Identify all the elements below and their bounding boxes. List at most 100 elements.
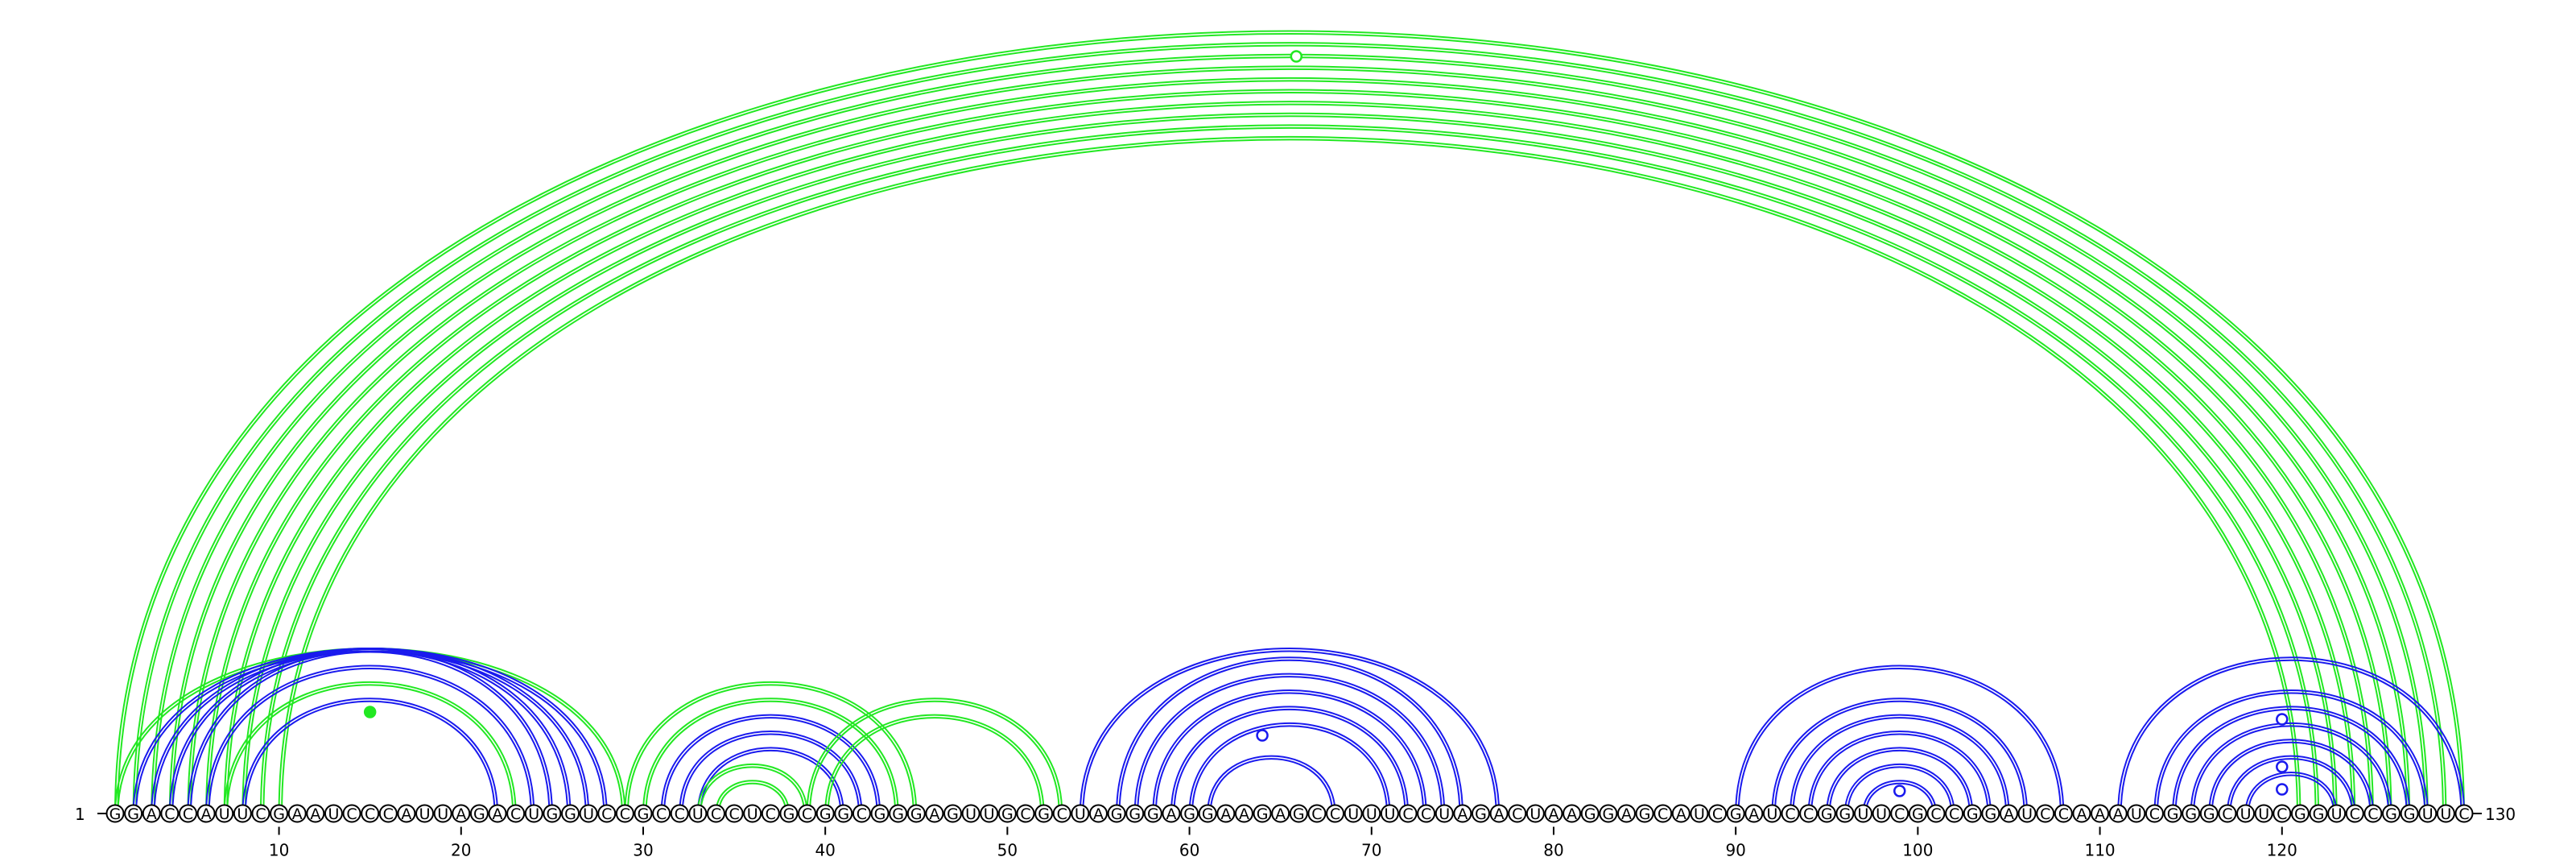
nucleotide-circle <box>1198 804 1217 823</box>
nucleotide-circle <box>579 804 598 823</box>
nucleotide-letter: C <box>2222 805 2232 823</box>
nucleotide: U <box>2127 804 2146 823</box>
nucleotide-letter: C <box>2040 805 2050 823</box>
arc-blue-6-24-inner <box>208 667 532 814</box>
tick-label: 110 <box>2084 841 2115 857</box>
arc-blue-6-24 <box>205 664 535 814</box>
nucleotide-letter: U <box>1858 805 1869 823</box>
nucleotide-circle <box>1034 804 1054 823</box>
nucleotide: U <box>1071 804 1090 823</box>
nucleotide: G <box>2199 804 2219 823</box>
nucleotide-letter: U <box>328 805 339 823</box>
arc-green-10-121-inner <box>281 139 2298 814</box>
nucleotide: G <box>1107 804 1126 823</box>
nucleotide: G <box>870 804 890 823</box>
nucleotide-letter: A <box>147 805 157 823</box>
tick-label: 60 <box>1179 841 1199 857</box>
nucleotide-circle <box>543 804 562 823</box>
nucleotide-letter: G <box>273 805 285 823</box>
arc-green-8-123 <box>242 112 2338 814</box>
nucleotide-letter: A <box>1567 805 1577 823</box>
nucleotide-circle <box>1635 804 1654 823</box>
nucleotide: G <box>2309 804 2328 823</box>
nucleotide: U <box>1690 804 1709 823</box>
nucleotide-circle <box>160 804 180 823</box>
arc-green-7-124 <box>223 101 2356 814</box>
nucleotide: C <box>506 804 526 823</box>
nucleotide: A <box>1453 804 1472 823</box>
arc-blue-58-73 <box>1152 689 1427 814</box>
nucleotide: G <box>1143 804 1162 823</box>
arc-blue-61-68-inner <box>1209 758 1334 814</box>
nucleotide-circle <box>779 804 799 823</box>
nucleotide-letter: C <box>365 805 375 823</box>
arc-blue-32-42-inner <box>681 733 860 814</box>
arc-green-34-38 <box>715 780 790 814</box>
nucleotide-circle <box>743 804 762 823</box>
nucleotide-letter: A <box>493 805 503 823</box>
nucleotide-circle <box>215 804 234 823</box>
arc-green-29-45 <box>624 681 918 814</box>
arc-blue-114-127-inner <box>2174 708 2408 814</box>
nucleotide-letter: C <box>857 805 867 823</box>
nucleotide-circle <box>469 804 489 823</box>
arc-green-3-128 <box>151 53 2429 814</box>
tick-label: 120 <box>2267 841 2297 857</box>
nucleotide-circle <box>889 804 908 823</box>
nucleotide: C <box>2363 804 2383 823</box>
arc-blue-56-75-inner <box>1118 659 1461 814</box>
nucleotide-letter: A <box>1457 805 1468 823</box>
marker-99-low <box>1893 785 1906 797</box>
arc-green-3-128-inner <box>153 56 2426 814</box>
nucleotide-letter: C <box>1512 805 1522 823</box>
nucleotide-letter: C <box>183 805 193 823</box>
nucleotide: C <box>1945 804 1964 823</box>
nucleotide-letter: C <box>1421 805 1431 823</box>
nucleotide-letter: U <box>219 805 230 823</box>
nucleotide-letter: A <box>1166 805 1176 823</box>
nucleotide: A <box>397 804 416 823</box>
nucleotide-circle <box>1653 804 1673 823</box>
nucleotide: G <box>943 804 963 823</box>
nucleotide-letter: G <box>109 805 122 823</box>
arc-green-2-129 <box>132 42 2447 814</box>
nucleotide-circle <box>652 804 671 823</box>
nucleotide-letter: A <box>1548 805 1558 823</box>
arc-green-40-52-inner <box>827 717 1042 814</box>
nucleotide: U <box>2436 804 2455 823</box>
nucleotide-circle <box>2327 804 2347 823</box>
arc-blue-92-106-inner <box>1773 700 2025 814</box>
arc-blue-97-101-inner <box>1865 782 1934 814</box>
nucleotide-letter: G <box>1967 805 1979 823</box>
nucleotide: A <box>1544 804 1563 823</box>
arc-blue-116-125 <box>2208 739 2374 814</box>
nucleotide-circle <box>415 804 435 823</box>
nucleotide-circle <box>688 804 708 823</box>
nucleotide-letter: U <box>1530 805 1541 823</box>
arc-blue-60-71-inner <box>1191 725 1388 814</box>
arc-green-39-53 <box>806 698 1063 814</box>
nucleotide-letter: A <box>2113 805 2124 823</box>
nucleotide-circle <box>1580 804 1600 823</box>
nucleotide: C <box>251 804 270 823</box>
nucleotide-circle <box>1453 804 1472 823</box>
nucleotide-circle <box>798 804 817 823</box>
nucleotide-circle <box>2182 804 2201 823</box>
arc-blue-93-105-inner <box>1792 717 2007 814</box>
nucleotide: U <box>1762 804 1781 823</box>
arc-blue-59-72 <box>1170 706 1410 814</box>
arc-blue-90-108-inner <box>1737 667 2062 814</box>
nucleotide-circle <box>1671 804 1690 823</box>
nucleotide: A <box>488 804 507 823</box>
nucleotide-letter: G <box>127 805 139 823</box>
nucleotide-letter: A <box>1275 805 1286 823</box>
arc-blue-90-108 <box>1735 664 2065 814</box>
nucleotide: U <box>2017 804 2037 823</box>
nucleotide-circle <box>597 804 617 823</box>
nucleotide: G <box>543 804 562 823</box>
nucleotide-circle <box>2418 804 2438 823</box>
nucleotide-circle <box>1690 804 1709 823</box>
arc-blue-117-124-inner <box>2229 758 2353 814</box>
nucleotide: C <box>2054 804 2073 823</box>
nucleotide-letter: A <box>2095 805 2105 823</box>
